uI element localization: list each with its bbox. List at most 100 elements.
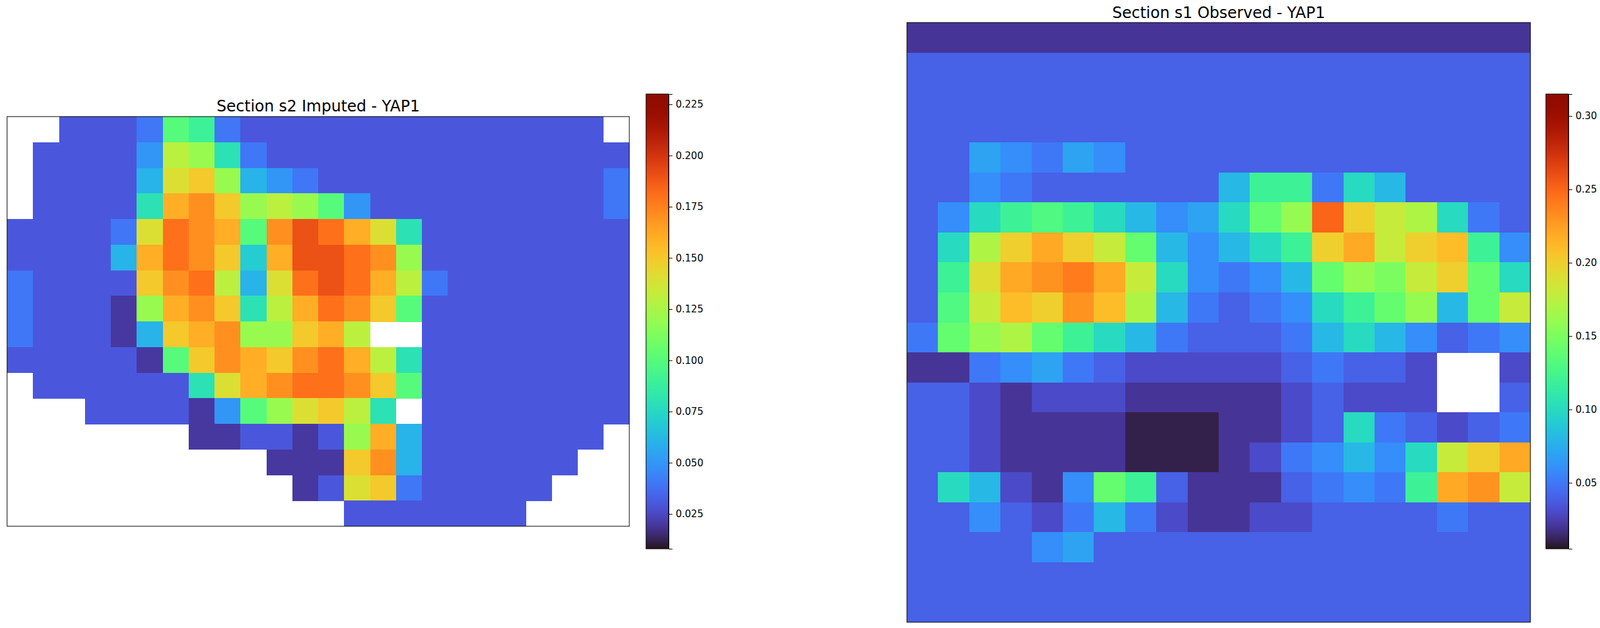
cell xyxy=(1249,142,1282,173)
cell xyxy=(969,22,1001,53)
cell xyxy=(32,193,60,220)
cell xyxy=(1499,112,1531,143)
cell xyxy=(1437,232,1469,263)
cell xyxy=(1437,532,1469,563)
cell xyxy=(59,116,86,143)
cell xyxy=(343,295,371,322)
cell xyxy=(525,193,553,220)
cell xyxy=(1062,532,1095,563)
cell xyxy=(551,219,578,245)
cell xyxy=(1467,562,1500,593)
cell xyxy=(1249,202,1282,233)
cell xyxy=(937,591,970,623)
cell xyxy=(1156,502,1188,533)
cell xyxy=(1281,442,1313,473)
cell xyxy=(1405,52,1438,84)
tick-mark xyxy=(668,462,673,464)
cell xyxy=(1093,232,1126,263)
cell xyxy=(906,352,939,383)
cell xyxy=(1249,382,1282,413)
cell xyxy=(292,270,319,297)
cell xyxy=(1374,532,1407,563)
cell xyxy=(1249,562,1282,593)
cell xyxy=(110,142,138,169)
cell xyxy=(85,219,112,245)
cell xyxy=(240,295,267,322)
cell xyxy=(1281,412,1313,443)
cell xyxy=(421,449,449,476)
cell xyxy=(240,116,267,143)
tick-label: 0.200 xyxy=(675,150,704,162)
cell xyxy=(1437,112,1469,143)
cell xyxy=(1405,22,1438,53)
cell xyxy=(1062,562,1095,593)
cell xyxy=(370,347,397,373)
cell xyxy=(1031,172,1064,203)
cell xyxy=(906,532,939,563)
cell xyxy=(499,116,527,143)
cell xyxy=(969,352,1001,383)
cell xyxy=(1125,502,1157,533)
cell xyxy=(577,398,605,424)
cell xyxy=(1031,262,1064,293)
cell xyxy=(474,423,501,450)
cell xyxy=(474,193,501,220)
cell xyxy=(1467,112,1500,143)
cell xyxy=(1093,412,1126,443)
cell xyxy=(1000,172,1032,203)
cell xyxy=(421,168,449,194)
cell xyxy=(292,449,319,476)
cell xyxy=(1343,382,1376,413)
cell xyxy=(266,193,294,220)
cell xyxy=(1218,532,1251,563)
cell xyxy=(1093,591,1126,623)
cell xyxy=(1187,232,1220,263)
cell xyxy=(1249,112,1282,143)
cell xyxy=(85,142,112,169)
cell xyxy=(1437,322,1469,353)
cell xyxy=(136,347,163,373)
tick: 0.15 xyxy=(1568,330,1597,343)
cell xyxy=(1312,262,1344,293)
cell xyxy=(1218,112,1251,143)
cell xyxy=(1093,562,1126,593)
cell xyxy=(396,372,423,399)
cell xyxy=(1499,472,1531,503)
cell xyxy=(421,244,449,271)
cell xyxy=(32,168,60,194)
cell xyxy=(266,244,294,271)
cell xyxy=(318,321,345,348)
cell xyxy=(499,423,527,450)
colorbar-axis: 0.050.100.150.200.250.30 xyxy=(1568,94,1597,550)
cell xyxy=(1031,562,1064,593)
cell xyxy=(1499,22,1531,53)
cell xyxy=(1000,292,1032,323)
cells xyxy=(906,22,1531,623)
cell xyxy=(1031,352,1064,383)
cell xyxy=(1249,292,1282,323)
cell xyxy=(318,116,345,143)
cell xyxy=(1374,352,1407,383)
tick-label: 0.025 xyxy=(675,508,704,520)
cell xyxy=(1499,82,1531,113)
cell xyxy=(240,142,267,169)
cell xyxy=(1281,82,1313,113)
cell xyxy=(525,244,553,271)
cell xyxy=(421,347,449,373)
tick: 0.25 xyxy=(1568,183,1597,196)
cell xyxy=(1343,142,1376,173)
cell xyxy=(59,244,86,271)
cell xyxy=(474,347,501,373)
cell xyxy=(1125,352,1157,383)
cell xyxy=(1093,22,1126,53)
cell xyxy=(1281,532,1313,563)
cell xyxy=(1000,352,1032,383)
cell xyxy=(343,142,371,169)
cell xyxy=(421,423,449,450)
cell xyxy=(110,168,138,194)
cell xyxy=(240,398,267,424)
cell xyxy=(85,398,112,424)
cell xyxy=(1000,591,1032,623)
cell xyxy=(1281,382,1313,413)
cell xyxy=(1405,412,1438,443)
